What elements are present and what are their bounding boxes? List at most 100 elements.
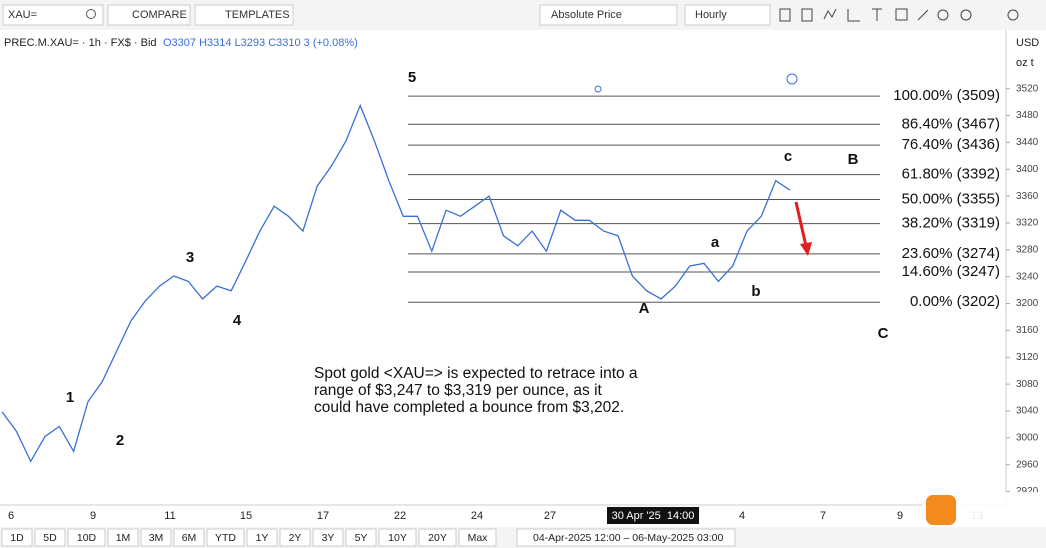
fib-label: 100.00% (3509) bbox=[893, 87, 1000, 104]
range-label: 1M bbox=[116, 532, 131, 544]
annotation: range of $3,247 to $3,319 per ounce, as … bbox=[314, 382, 603, 399]
fib-label: 23.60% (3274) bbox=[902, 245, 1000, 262]
wave-label: a bbox=[711, 234, 720, 251]
range-label: 3Y bbox=[322, 532, 335, 544]
wave-label: A bbox=[639, 300, 650, 317]
ohlc: O3307 H3314 L3293 C3310 3 (+0.08%) bbox=[163, 37, 358, 49]
arrow-head bbox=[800, 242, 812, 256]
range-button[interactable] bbox=[1, 528, 33, 547]
range-label: Max bbox=[468, 532, 489, 544]
x-tick-label: 17 bbox=[317, 510, 329, 522]
y-tick-label: 3400 bbox=[1016, 164, 1039, 175]
x-tick-label: 24 bbox=[471, 510, 483, 522]
unit: oz t bbox=[1016, 57, 1034, 69]
templates-label: TEMPLATES bbox=[225, 9, 290, 21]
y-tick-label: 3480 bbox=[1016, 110, 1039, 121]
annotation: could have completed a bounce from $3,20… bbox=[314, 399, 624, 416]
fib-label: 0.00% (3202) bbox=[910, 293, 1000, 310]
wave-label: b bbox=[751, 283, 760, 300]
x-tick-label: 22 bbox=[394, 510, 406, 522]
wave-label: 2 bbox=[116, 432, 124, 449]
date-range-box[interactable] bbox=[516, 528, 736, 547]
x-tick-label: 15 bbox=[240, 510, 252, 522]
tool-icons[interactable] bbox=[779, 8, 1019, 22]
range-button[interactable] bbox=[458, 528, 497, 547]
wave-label: C bbox=[878, 325, 889, 342]
compare-button[interactable] bbox=[107, 4, 191, 26]
search-icon bbox=[86, 9, 96, 19]
y-tick-label: 2920 bbox=[1016, 486, 1039, 497]
price-line bbox=[1, 103, 791, 463]
range-label: YTD bbox=[215, 532, 236, 544]
range-label: 2Y bbox=[289, 532, 302, 544]
y-tick-label: 3200 bbox=[1016, 298, 1039, 309]
range-button[interactable] bbox=[246, 528, 278, 547]
y-tick-label: 3120 bbox=[1016, 352, 1039, 363]
y-tick-label: 3000 bbox=[1016, 432, 1039, 443]
x-tick-label: 11 bbox=[164, 510, 175, 522]
date-range: 04-Apr-2025 12:00 – 06-May-2025 03:00 bbox=[533, 532, 723, 544]
interval-select[interactable] bbox=[684, 4, 771, 26]
marker bbox=[594, 85, 602, 93]
range-button[interactable] bbox=[206, 528, 245, 547]
compare-label: COMPARE bbox=[132, 9, 187, 21]
price-mode-select[interactable] bbox=[539, 4, 678, 26]
wave-label: c bbox=[784, 148, 792, 165]
y-tick-label: 3040 bbox=[1016, 406, 1039, 417]
price-mode: Absolute Price bbox=[551, 9, 622, 21]
range-label: 10Y bbox=[388, 532, 407, 544]
range-button[interactable] bbox=[67, 528, 106, 547]
range-button[interactable] bbox=[345, 528, 377, 547]
y-tick-label: 3240 bbox=[1016, 271, 1039, 282]
fib-label: 38.20% (3319) bbox=[902, 215, 1000, 232]
x-tick-label: 30 Apr '25 14:00 bbox=[612, 510, 695, 522]
y-tick-label: 3520 bbox=[1016, 83, 1039, 94]
fib-label: 86.40% (3467) bbox=[902, 115, 1000, 132]
x-tick-label: 27 bbox=[544, 510, 556, 522]
y-tick-label: 3440 bbox=[1016, 137, 1039, 148]
watermark-logo bbox=[926, 495, 956, 525]
range-button[interactable] bbox=[107, 528, 139, 547]
wave-label: 3 bbox=[186, 249, 194, 266]
wave-label: 1 bbox=[66, 389, 74, 406]
range-button[interactable] bbox=[418, 528, 457, 547]
range-button[interactable] bbox=[378, 528, 417, 547]
wave-label: B bbox=[848, 151, 859, 168]
interval: Hourly bbox=[695, 9, 727, 21]
symbol-box[interactable] bbox=[2, 4, 104, 26]
range-label: 5Y bbox=[355, 532, 368, 544]
currency: USD bbox=[1016, 37, 1039, 49]
range-button[interactable] bbox=[173, 528, 205, 547]
y-tick-label: 3160 bbox=[1016, 325, 1039, 336]
range-label: 10D bbox=[77, 532, 97, 544]
y-tick-label: 3280 bbox=[1016, 244, 1039, 255]
fib-label: 76.40% (3436) bbox=[902, 136, 1000, 153]
range-button[interactable] bbox=[312, 528, 344, 547]
range-label: 20Y bbox=[428, 532, 447, 544]
x-tick-label: 4 bbox=[739, 510, 745, 522]
marker bbox=[786, 73, 798, 85]
x-tick-label: 7 bbox=[820, 510, 826, 522]
y-tick-label: 3320 bbox=[1016, 218, 1039, 229]
arrow bbox=[794, 201, 808, 247]
range-button[interactable] bbox=[279, 528, 311, 547]
y-tick-label: 3080 bbox=[1016, 379, 1039, 390]
wave-label: 4 bbox=[233, 312, 242, 329]
fib-label: 50.00% (3355) bbox=[902, 190, 1000, 207]
wave-label: 5 bbox=[408, 69, 416, 86]
range-button[interactable] bbox=[140, 528, 172, 547]
range-label: 1Y bbox=[256, 532, 269, 544]
x-tick-label: 9 bbox=[90, 510, 96, 522]
range-button[interactable] bbox=[34, 528, 66, 547]
symbol: XAU= bbox=[8, 9, 37, 21]
templates-button[interactable] bbox=[194, 4, 294, 26]
y-tick-label: 3360 bbox=[1016, 191, 1039, 202]
fib-label: 61.80% (3392) bbox=[902, 166, 1000, 183]
range-label: 1D bbox=[10, 532, 24, 544]
range-label: 3M bbox=[149, 532, 164, 544]
x-tick-label: 6 bbox=[8, 510, 14, 522]
y-tick-label: 2960 bbox=[1016, 459, 1039, 470]
crosshair-label-bg bbox=[607, 507, 699, 524]
